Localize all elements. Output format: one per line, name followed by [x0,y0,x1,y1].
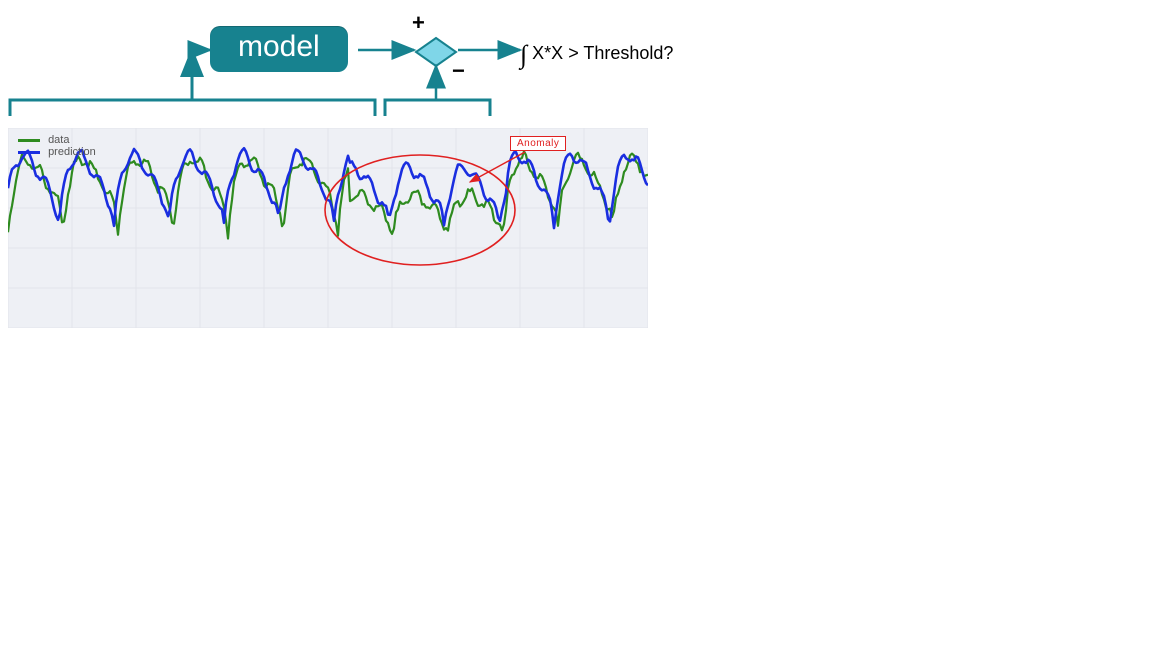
plus-sign: + [412,10,425,36]
model-node: model [210,26,348,72]
integral-symbol: ∫ [520,40,527,69]
formula-tail: > Threshold? [568,43,673,63]
legend-item-data: data [18,134,96,146]
legend-swatch-data [18,139,40,142]
legend-label-prediction: prediction [48,146,96,158]
chart-canvas [8,128,648,328]
legend-swatch-prediction [18,151,40,154]
chart-legend: data prediction [18,134,96,158]
threshold-formula: ∫ X*X > Threshold? [520,40,673,70]
model-node-label: model [238,30,320,63]
anomaly-callout: Anomaly [510,136,566,151]
legend-item-prediction: prediction [18,146,96,158]
legend-label-data: data [48,134,69,146]
minus-sign: − [452,58,465,84]
formula-body: X*X [532,43,563,63]
